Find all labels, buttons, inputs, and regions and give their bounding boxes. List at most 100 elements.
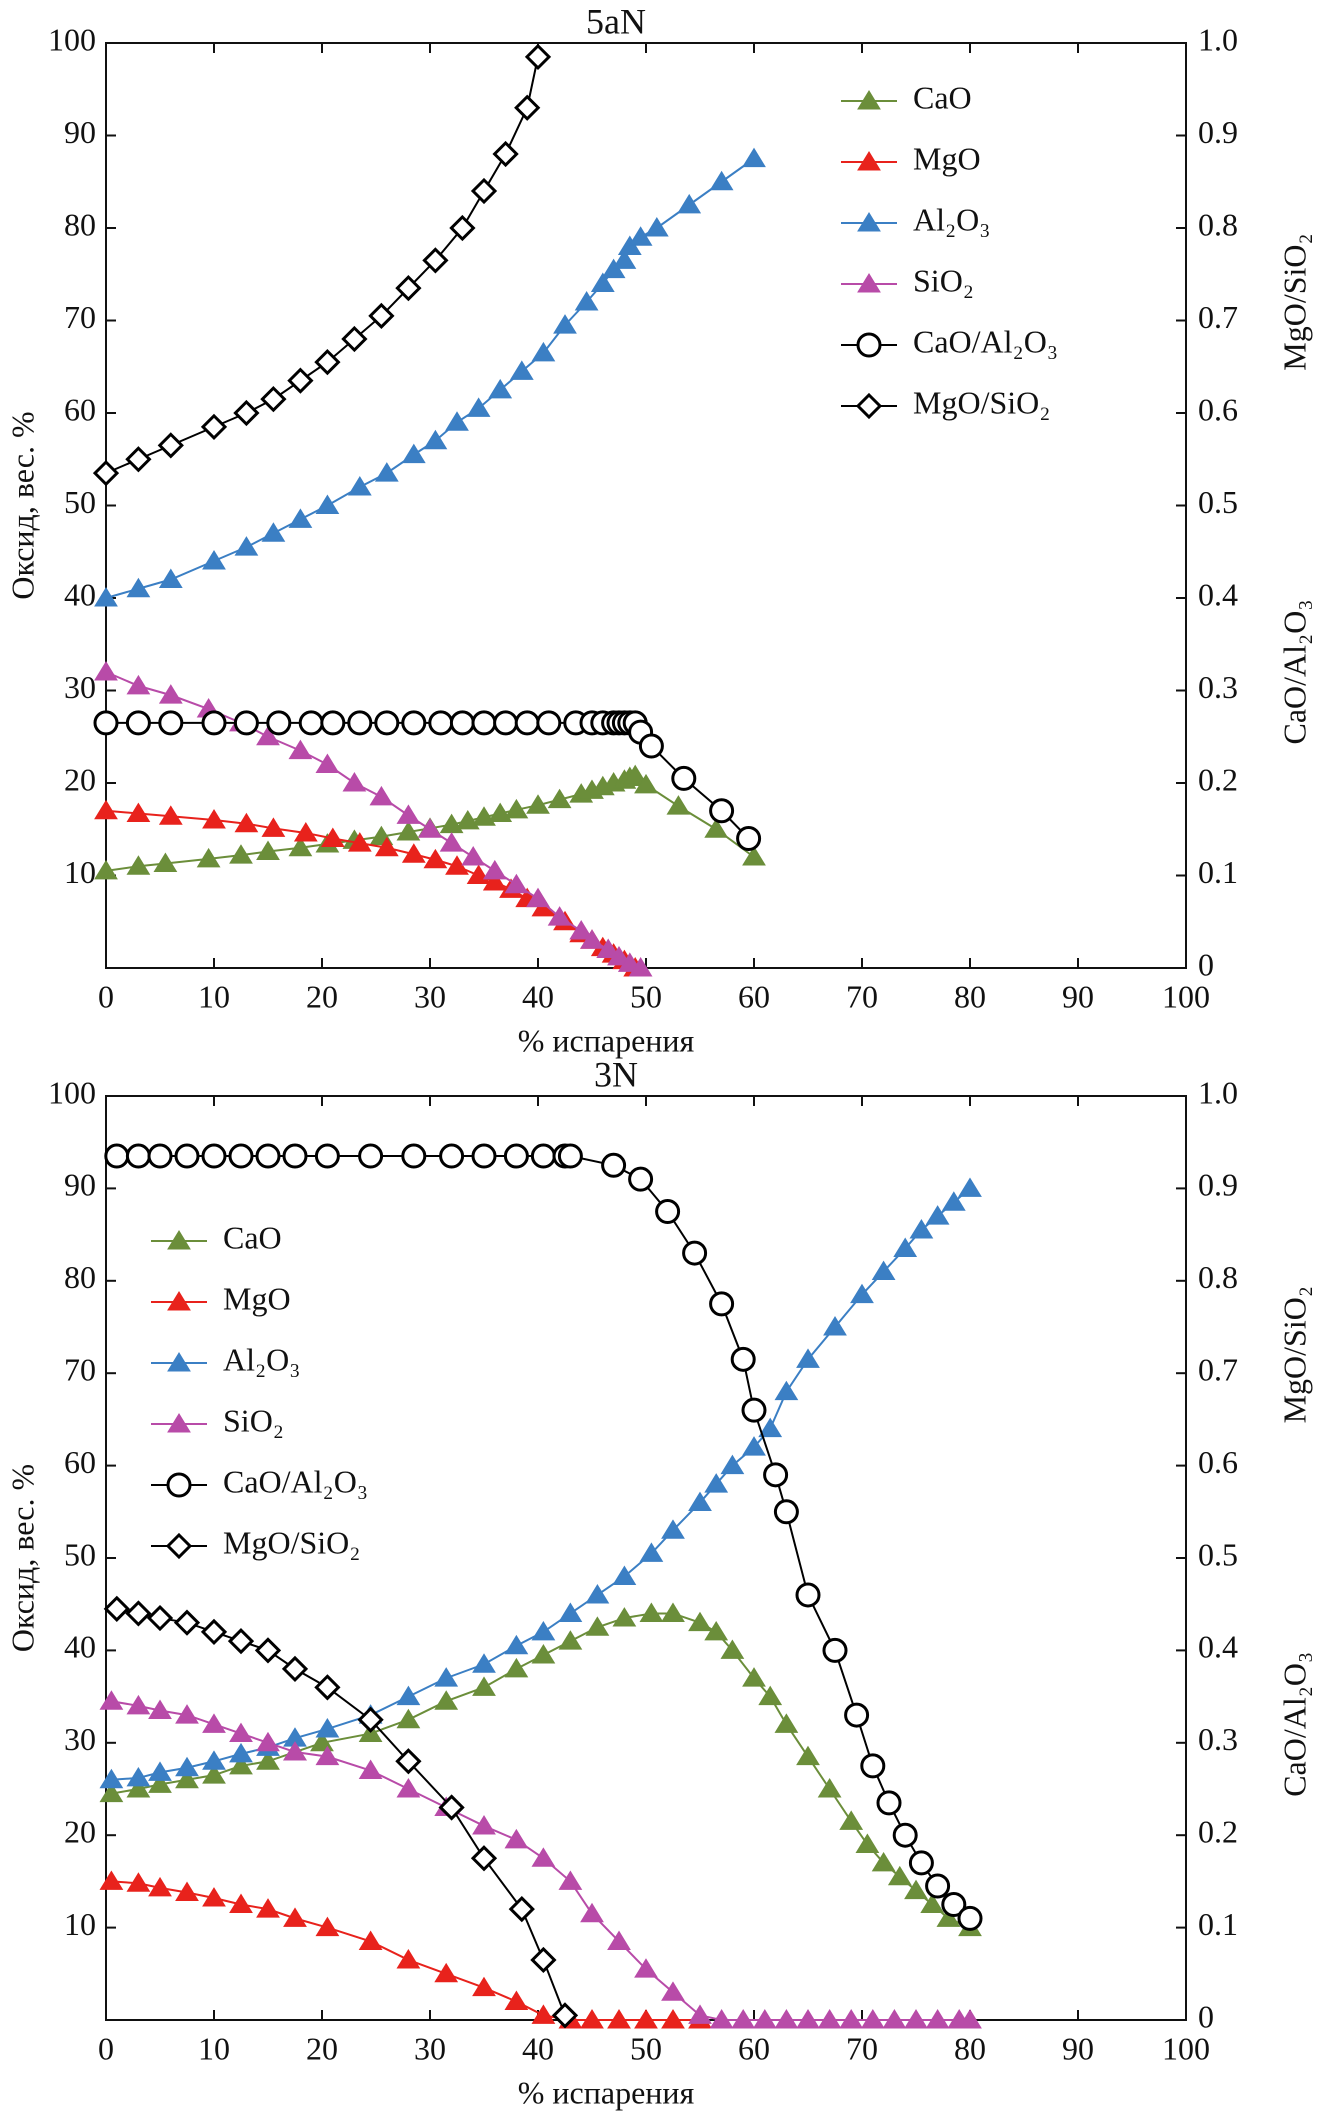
marker-triangle — [256, 1898, 280, 1918]
marker-triangle — [639, 1602, 664, 1622]
x-axis-label: % испарения — [518, 1022, 695, 1058]
marker-circle — [147, 1143, 173, 1169]
marker-triangle — [758, 1417, 783, 1438]
marker-triangle — [99, 1870, 124, 1890]
marker-diamond — [254, 1637, 282, 1664]
marker-triangle — [320, 827, 345, 847]
marker-diamond — [470, 1845, 498, 1872]
y2-tick-label: 0.1 — [1198, 854, 1238, 890]
marker-triangle — [126, 855, 151, 875]
marker-triangle — [401, 443, 426, 464]
marker-triangle — [148, 1699, 172, 1719]
y-tick-label: 100 — [48, 21, 96, 57]
marker-circle — [228, 1143, 254, 1169]
marker-triangle — [531, 1644, 556, 1664]
marker-triangle — [423, 429, 448, 450]
chart-title: 5aN — [586, 1, 646, 41]
marker-triangle — [925, 1205, 950, 1225]
marker-triangle — [283, 1741, 307, 1761]
legend-label: MgO — [913, 140, 981, 176]
marker-triangle — [94, 661, 118, 681]
marker-circle — [536, 710, 562, 736]
marker-triangle — [925, 2009, 950, 2029]
x-tick-label: 50 — [630, 2030, 662, 2066]
marker-triangle — [396, 821, 421, 841]
marker-triangle — [758, 1685, 783, 1706]
marker-triangle — [99, 1690, 124, 1710]
marker-circle — [320, 710, 346, 736]
y2-tick-label: 0.1 — [1198, 1906, 1238, 1942]
marker-circle — [125, 1143, 151, 1169]
marker-triangle — [175, 1756, 199, 1777]
marker-circle — [158, 710, 184, 736]
marker-triangle — [580, 2009, 604, 2029]
marker-triangle — [817, 1778, 842, 1798]
marker-triangle — [607, 2009, 631, 2029]
legend-marker — [167, 1291, 191, 1311]
marker-circle — [638, 733, 664, 759]
marker-circle — [314, 1143, 340, 1169]
marker-triangle — [396, 1778, 421, 1798]
marker-diamond — [173, 1609, 201, 1636]
series-line — [105, 809, 636, 969]
marker-diamond — [551, 2002, 579, 2029]
y2-axis-label: MgO/SiO₂ — [1276, 1286, 1312, 1423]
marker-diamond — [492, 140, 519, 168]
marker-diamond — [422, 247, 449, 274]
marker-circle — [493, 710, 519, 736]
marker-triangle — [612, 1565, 637, 1585]
marker-triangle — [596, 938, 621, 958]
marker-triangle — [126, 1766, 151, 1787]
marker-triangle — [796, 1745, 820, 1766]
marker-triangle — [315, 753, 340, 773]
marker-triangle — [158, 568, 183, 588]
marker-triangle — [871, 1260, 896, 1281]
marker-triangle — [158, 805, 183, 825]
marker-triangle — [774, 1713, 799, 1733]
marker-triangle — [558, 1870, 583, 1890]
y2-tick-label: 0.7 — [1198, 299, 1238, 335]
marker-triangle — [558, 1630, 583, 1650]
marker-triangle — [153, 852, 178, 872]
y2-tick-label: 1.0 — [1198, 1074, 1238, 1110]
marker-circle — [730, 1346, 756, 1372]
legend-label: SiO₂ — [913, 262, 974, 298]
marker-triangle — [148, 1761, 172, 1781]
marker-triangle — [234, 536, 259, 556]
marker-triangle — [261, 817, 286, 837]
marker-diamond — [341, 325, 368, 353]
marker-diamond — [260, 386, 287, 413]
marker-triangle — [472, 1815, 496, 1835]
x-tick-label: 10 — [198, 978, 230, 1014]
marker-circle — [428, 710, 454, 736]
marker-triangle — [256, 1731, 280, 1752]
marker-triangle — [839, 2009, 864, 2029]
marker-triangle — [688, 1491, 712, 1512]
legend-label: SiO₂ — [223, 1402, 284, 1438]
y2-tick-label: 0.3 — [1198, 669, 1238, 705]
marker-triangle — [742, 846, 766, 866]
marker-diamond — [508, 1895, 535, 1923]
marker-circle — [908, 1850, 934, 1876]
series-line — [111, 1880, 700, 2021]
marker-triangle — [634, 1958, 658, 1978]
marker-triangle — [94, 587, 118, 607]
marker-diamond — [157, 432, 184, 459]
marker-triangle — [612, 249, 637, 269]
marker-triangle — [482, 871, 507, 891]
marker-circle — [709, 1291, 735, 1317]
marker-diamond — [395, 275, 422, 302]
legend-label: CaO/Al₂O₃ — [223, 1463, 368, 1499]
y-tick-label: 50 — [64, 1536, 96, 1572]
y2-tick-label: 0.2 — [1198, 761, 1238, 797]
marker-circle — [347, 710, 373, 736]
x-tick-label: 90 — [1062, 978, 1094, 1014]
y-tick-label: 30 — [64, 669, 96, 705]
legend-marker — [857, 151, 881, 171]
marker-circle — [941, 1892, 967, 1917]
marker-circle — [514, 710, 540, 736]
marker-circle — [628, 1166, 654, 1192]
marker-diamond — [125, 446, 152, 473]
x-tick-label: 40 — [522, 2030, 554, 2066]
x-tick-label: 30 — [414, 2030, 446, 2066]
